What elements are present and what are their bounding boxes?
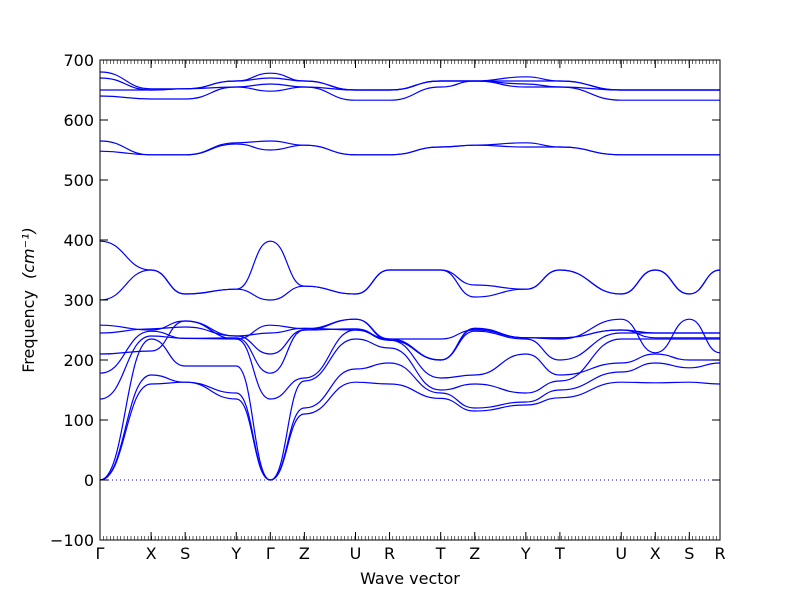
x-tick-label: X [146, 544, 157, 563]
x-tick-label: X [650, 544, 661, 563]
phonon-branch-16 [99, 71, 720, 91]
phonon-branch-8 [99, 318, 720, 340]
phonon-branch-12 [99, 140, 720, 156]
y-tick-label: 600 [63, 111, 94, 130]
x-tick-label: Γ [96, 544, 105, 563]
x-tick-label: Γ [266, 544, 275, 563]
y-tick-labels: −100 0 100 200 300 400 500 600 700 [50, 51, 94, 550]
y-tick-label: 400 [63, 231, 94, 250]
x-tick-label: Z [299, 544, 310, 563]
x-tick-label: Y [520, 544, 531, 563]
x-tick-label: T [554, 544, 565, 563]
y-tick-label: 300 [63, 291, 94, 310]
x-tick-label: U [615, 544, 627, 563]
plot-frame [99, 59, 721, 541]
phonon-branch-2 [99, 362, 721, 481]
tick-layer [99, 59, 721, 541]
series-layer [99, 71, 721, 481]
x-tick-label: S [180, 544, 190, 563]
y-tick-label: 500 [63, 171, 94, 190]
x-tick-label: S [684, 544, 694, 563]
y-tick-label: −100 [50, 531, 94, 550]
x-tick-label: T [435, 544, 446, 563]
phonon-branch-1 [99, 381, 721, 481]
x-tick-label: Y [230, 544, 241, 563]
y-tick-label: 100 [63, 411, 94, 430]
x-tick-label: Z [469, 544, 480, 563]
y-tick-label: 0 [84, 471, 94, 490]
x-tick-label: R [714, 544, 725, 563]
y-tick-label: 700 [63, 51, 94, 70]
x-tick-label: U [350, 544, 362, 563]
y-axis-title-text: Frequency [19, 290, 38, 373]
phonon-branch-13 [99, 80, 720, 101]
x-axis-title: Wave vector [360, 569, 460, 588]
x-tick-label: R [384, 544, 395, 563]
y-tick-label: 200 [63, 351, 94, 370]
y-axis-title-unit: (cm⁻¹) [19, 227, 38, 279]
phonon-branch-10 [99, 240, 721, 295]
y-axis-title: Frequency (cm⁻¹) [19, 227, 38, 372]
phonon-branch-3 [99, 338, 720, 481]
